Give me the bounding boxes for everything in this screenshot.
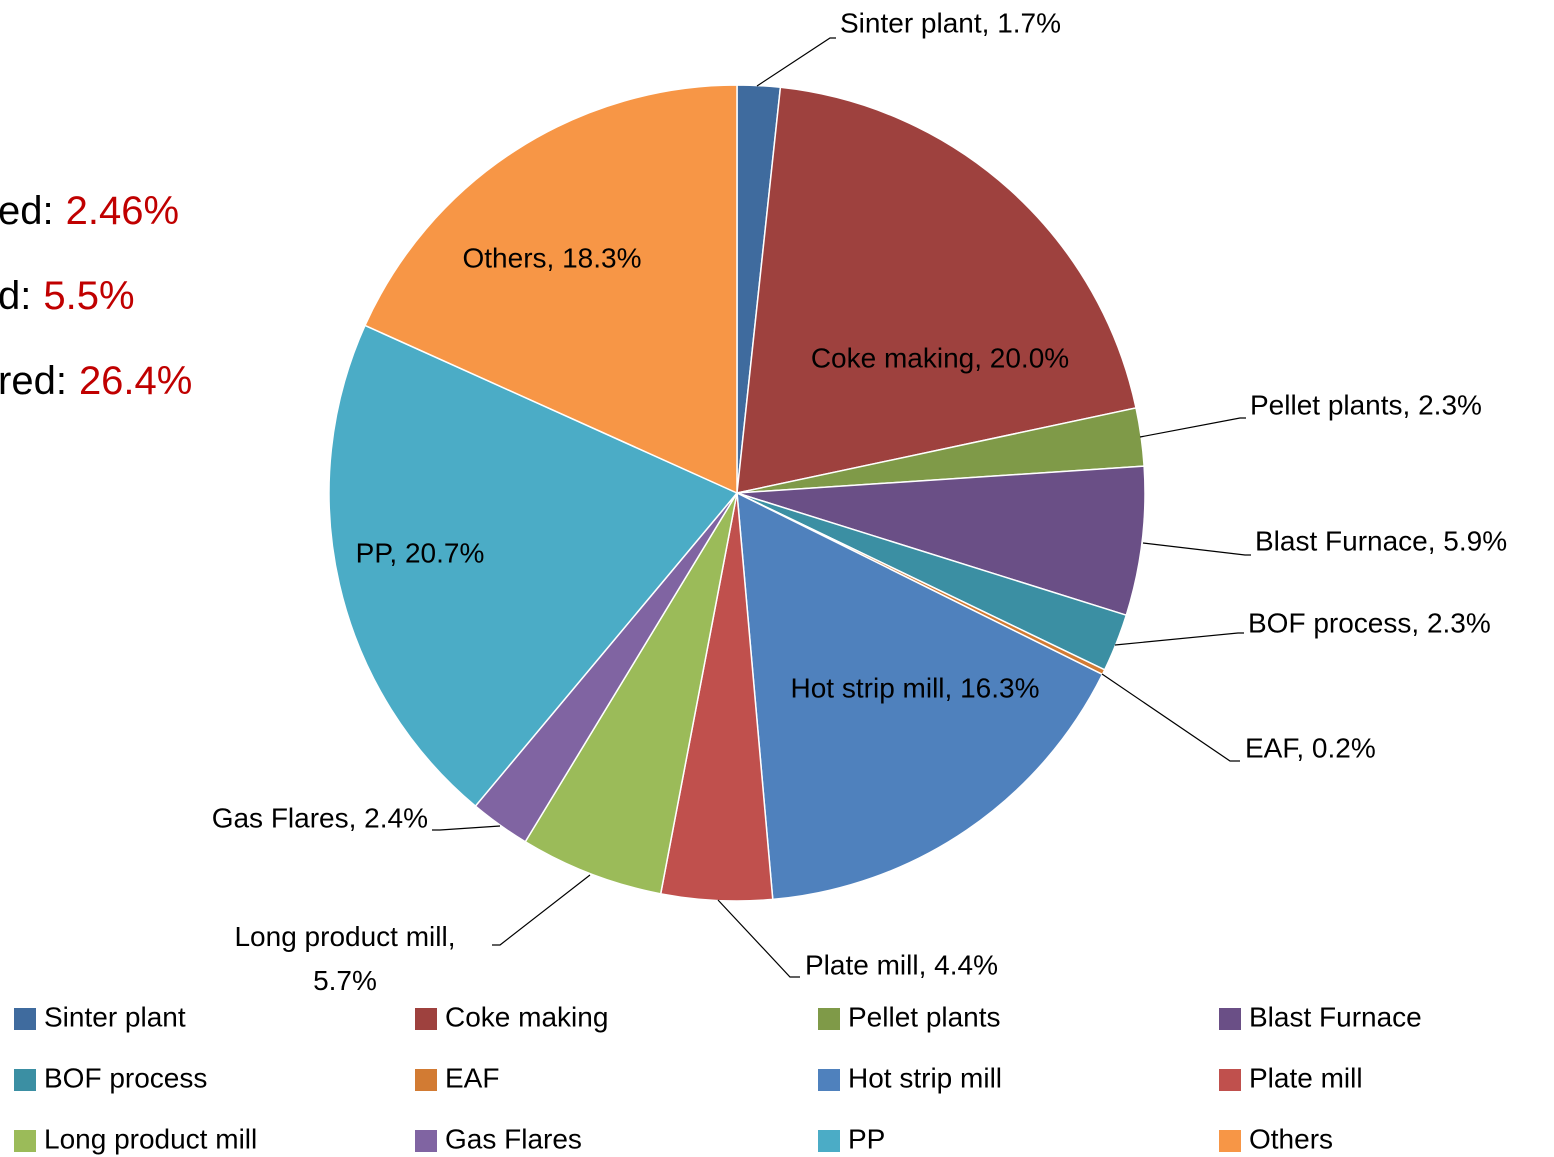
legend-label: Blast Furnace [1249,1001,1422,1032]
data-label: Coke making, 20.0% [811,342,1069,373]
legend-swatch [14,1130,36,1152]
annotation: d: 5.5% [0,274,135,318]
data-label: Plate mill, 4.4% [805,949,998,980]
leader-line [1114,632,1244,646]
data-label: Blast Furnace, 5.9% [1255,525,1507,556]
legend-label: Others [1249,1123,1333,1154]
legend-swatch [415,1130,437,1152]
annotation: ed: 2.46% [0,189,179,233]
annotation-value: 2.46% [66,189,179,233]
annotation-value: 5.5% [43,274,134,318]
legend-swatch [1219,1008,1241,1030]
leader-line [1142,542,1251,556]
legend-swatch [818,1069,840,1091]
legend-label: BOF process [44,1062,207,1093]
leader-line [432,825,501,831]
annotation-value: 26.4% [79,359,192,403]
legend-swatch [1219,1130,1241,1152]
data-label: Sinter plant, 1.7% [840,7,1061,38]
legend-swatch [818,1008,840,1030]
pie-slice [736,465,1146,617]
leader-line [492,874,591,946]
leader-line [1139,417,1246,438]
legend-label: Pellet plants [848,1001,1001,1032]
data-label: EAF, 0.2% [1245,732,1376,763]
data-label: Pellet plants, 2.3% [1250,389,1482,420]
data-label: PP, 20.7% [356,537,485,568]
legend-label: Long product mill [44,1123,257,1154]
pie-slice [524,492,738,895]
legend-swatch [415,1069,437,1091]
data-label: Gas Flares, 2.4% [212,802,428,833]
data-label: Long product mill, 5.7% [234,921,456,996]
legend-swatch [818,1130,840,1152]
legend-label: PP [848,1123,885,1154]
data-label: Others, 18.3% [463,242,642,273]
legend-label: Plate mill [1249,1062,1363,1093]
legend-swatch [14,1069,36,1091]
pie-slice [328,324,739,808]
pie-slice [736,86,1137,494]
annotation-label: red: [0,359,67,403]
pie-slice [736,491,1104,901]
pie-slice [364,84,738,495]
leader-line [756,37,836,87]
leader-line [1101,673,1240,762]
legend-swatch [14,1008,36,1030]
annotation: red: 26.4% [0,359,192,403]
leader-line [717,899,800,978]
legend-label: EAF [445,1062,499,1093]
data-label: BOF process, 2.3% [1248,607,1491,638]
annotation-label: ed: [0,189,54,233]
legend-label: Hot strip mill [848,1062,1002,1093]
legend-label: Gas Flares [445,1123,582,1154]
legend-swatch [415,1008,437,1030]
annotation-label: d: [0,274,31,318]
legend-label: Coke making [445,1001,608,1032]
data-label: Hot strip mill, 16.3% [791,672,1040,703]
legend-swatch [1219,1069,1241,1091]
legend-label: Sinter plant [44,1001,186,1032]
